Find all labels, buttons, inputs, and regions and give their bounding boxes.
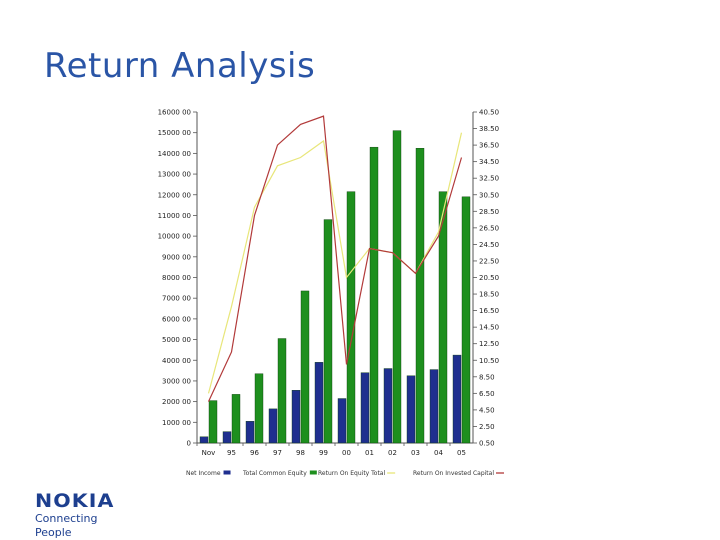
nokia-logo-tagline: Connecting People — [35, 512, 98, 539]
x-axis-tick-label: 95 — [227, 449, 236, 457]
left-axis-tick-label: 12000 00 — [158, 191, 191, 199]
x-axis-tick-label: 98 — [296, 449, 305, 457]
right-axis-tick-label: 20.50 — [479, 274, 499, 282]
bar-net-income — [268, 408, 278, 444]
right-axis-tick-label: 36.50 — [479, 142, 499, 150]
right-axis-tick-label: 6.50 — [479, 390, 495, 398]
left-axis-tick-label: 4000 00 — [162, 357, 191, 365]
right-axis-tick-label: 24.50 — [479, 241, 499, 249]
right-axis-tick-label: 10.50 — [479, 357, 499, 365]
left-axis-tick-label: 6000 00 — [162, 315, 191, 323]
right-axis-tick-label: 12.50 — [479, 340, 499, 348]
right-axis-tick-label: 30.50 — [479, 191, 499, 199]
x-axis-tick-label: 01 — [365, 449, 374, 457]
left-axis-tick-label: 5000 00 — [162, 336, 191, 344]
legend-label: Net Income — [186, 470, 221, 477]
right-axis-tick-label: 16.50 — [479, 307, 499, 315]
left-axis-tick-label: 14000 00 — [158, 150, 191, 158]
left-axis-tick-label: 1000 00 — [162, 419, 191, 427]
left-axis-tick-label: 10000 00 — [158, 233, 191, 241]
bar-net-income — [406, 375, 416, 444]
legend-swatch — [309, 470, 317, 475]
legend-label: Return On Equity Total — [318, 470, 385, 477]
right-axis-tick-label: 38.50 — [479, 125, 499, 133]
line-return-on-invested-capital — [207, 115, 463, 402]
right-axis-tick-label: 32.50 — [479, 175, 499, 183]
bar-total-common-equity — [369, 146, 379, 444]
nokia-logo-wordmark: NOKIA — [35, 490, 115, 512]
bar-net-income — [360, 372, 370, 444]
bar-net-income — [452, 354, 462, 444]
bar-total-common-equity — [415, 148, 425, 444]
left-axis-tick-label: 9000 00 — [162, 253, 191, 261]
bar-net-income — [291, 390, 301, 444]
right-axis-tick-label: 22.50 — [479, 257, 499, 265]
bar-total-common-equity — [254, 373, 264, 444]
left-axis-tick-label: 16000 00 — [158, 109, 191, 117]
right-axis-tick-label: 34.50 — [479, 158, 499, 166]
right-axis-tick-label: 2.50 — [479, 423, 495, 431]
right-axis-tick-label: 4.50 — [479, 406, 495, 414]
right-axis-tick-label: 8.50 — [479, 373, 495, 381]
left-axis-tick-label: 2000 00 — [162, 398, 191, 406]
x-axis-tick-label: 02 — [388, 449, 397, 457]
bar-net-income — [245, 421, 255, 444]
right-axis-tick-label: 0.50 — [479, 440, 495, 448]
legend-label: Return On Invested Capital — [413, 470, 494, 477]
right-axis-tick-label: 18.50 — [479, 291, 499, 299]
legend-swatch — [223, 470, 231, 475]
right-axis-tick-label: 14.50 — [479, 324, 499, 332]
bar-net-income — [199, 436, 209, 444]
left-axis-tick-label: 8000 00 — [162, 274, 191, 282]
bar-total-common-equity — [461, 196, 471, 444]
nokia-logo: NOKIA Connecting People — [35, 492, 135, 540]
bar-net-income — [383, 368, 393, 444]
x-axis-tick-label: 05 — [457, 449, 466, 457]
right-axis-tick-label: 26.50 — [479, 224, 499, 232]
bar-net-income — [429, 369, 439, 444]
legend-label: Total Common Equity — [242, 470, 307, 477]
bar-net-income — [314, 362, 324, 444]
left-axis-tick-label: 0 — [187, 440, 191, 448]
left-axis-tick-label: 13000 00 — [158, 171, 191, 179]
left-axis-tick-label: 7000 00 — [162, 295, 191, 303]
x-axis-tick-label: 03 — [411, 449, 420, 457]
bar-total-common-equity — [438, 191, 448, 444]
x-axis-tick-label: 97 — [273, 449, 282, 457]
right-axis-tick-label: 28.50 — [479, 208, 499, 216]
left-axis-tick-label: 15000 00 — [158, 129, 191, 137]
x-axis-tick-label: 00 — [342, 449, 351, 457]
bar-total-common-equity — [231, 394, 241, 444]
left-axis-tick-label: 11000 00 — [158, 212, 191, 220]
bar-total-common-equity — [208, 400, 218, 444]
bar-net-income — [222, 431, 232, 444]
x-axis-tick-label: 04 — [434, 449, 443, 457]
bar-total-common-equity — [277, 338, 287, 444]
bar-total-common-equity — [392, 130, 402, 444]
right-axis-tick-label: 40.50 — [479, 109, 499, 117]
x-axis-tick-label: Nov — [202, 449, 216, 457]
x-axis-tick-label: 99 — [319, 449, 328, 457]
bar-net-income — [337, 398, 347, 444]
bar-total-common-equity — [323, 219, 333, 444]
bar-total-common-equity — [300, 290, 310, 444]
x-axis-tick-label: 96 — [250, 449, 259, 457]
slide-title: Return Analysis — [44, 46, 316, 86]
bar-total-common-equity — [346, 191, 356, 444]
left-axis-tick-label: 3000 00 — [162, 377, 191, 385]
